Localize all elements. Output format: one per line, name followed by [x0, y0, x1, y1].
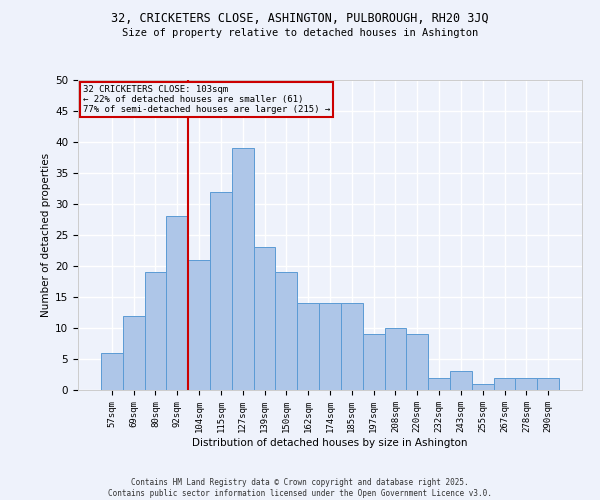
- Bar: [254, 248, 275, 390]
- Bar: [232, 148, 254, 390]
- Bar: [101, 353, 123, 390]
- Bar: [188, 260, 210, 390]
- Bar: [297, 303, 319, 390]
- Bar: [341, 303, 363, 390]
- Bar: [515, 378, 537, 390]
- Bar: [210, 192, 232, 390]
- Text: 32, CRICKETERS CLOSE, ASHINGTON, PULBOROUGH, RH20 3JQ: 32, CRICKETERS CLOSE, ASHINGTON, PULBORO…: [111, 12, 489, 26]
- Bar: [166, 216, 188, 390]
- Bar: [145, 272, 166, 390]
- Bar: [406, 334, 428, 390]
- Bar: [450, 372, 472, 390]
- Bar: [537, 378, 559, 390]
- Bar: [275, 272, 297, 390]
- Text: Contains HM Land Registry data © Crown copyright and database right 2025.
Contai: Contains HM Land Registry data © Crown c…: [108, 478, 492, 498]
- Bar: [428, 378, 450, 390]
- Bar: [472, 384, 494, 390]
- Bar: [319, 303, 341, 390]
- Text: 32 CRICKETERS CLOSE: 103sqm
← 22% of detached houses are smaller (61)
77% of sem: 32 CRICKETERS CLOSE: 103sqm ← 22% of det…: [83, 84, 330, 114]
- Text: Size of property relative to detached houses in Ashington: Size of property relative to detached ho…: [122, 28, 478, 38]
- Y-axis label: Number of detached properties: Number of detached properties: [41, 153, 51, 317]
- Bar: [123, 316, 145, 390]
- Bar: [363, 334, 385, 390]
- Bar: [385, 328, 406, 390]
- Bar: [494, 378, 515, 390]
- X-axis label: Distribution of detached houses by size in Ashington: Distribution of detached houses by size …: [192, 438, 468, 448]
